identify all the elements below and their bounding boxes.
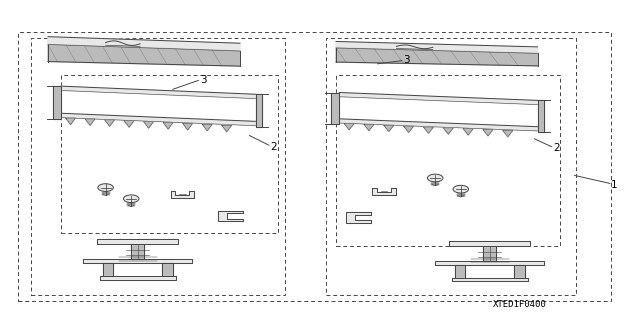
Polygon shape	[332, 93, 339, 124]
Polygon shape	[372, 188, 396, 195]
Polygon shape	[171, 191, 194, 198]
Polygon shape	[61, 113, 256, 126]
Polygon shape	[66, 118, 76, 124]
Text: XTED1F0400: XTED1F0400	[493, 300, 547, 309]
Text: 2: 2	[553, 143, 559, 153]
Polygon shape	[444, 128, 453, 134]
Polygon shape	[463, 129, 473, 135]
Polygon shape	[163, 263, 173, 276]
Polygon shape	[222, 125, 232, 132]
Polygon shape	[48, 45, 240, 66]
Polygon shape	[503, 130, 513, 137]
Polygon shape	[424, 127, 433, 133]
Circle shape	[453, 185, 468, 193]
Polygon shape	[364, 124, 374, 131]
Text: 2: 2	[271, 142, 277, 152]
Polygon shape	[85, 119, 95, 125]
Polygon shape	[102, 263, 113, 276]
Polygon shape	[163, 122, 173, 129]
Polygon shape	[124, 121, 134, 127]
Polygon shape	[83, 259, 192, 263]
Polygon shape	[384, 125, 394, 131]
Polygon shape	[483, 246, 496, 261]
Polygon shape	[144, 122, 154, 128]
Polygon shape	[336, 41, 538, 53]
Polygon shape	[454, 265, 465, 278]
Polygon shape	[97, 239, 179, 244]
Polygon shape	[339, 93, 538, 105]
Polygon shape	[339, 119, 538, 131]
Polygon shape	[346, 212, 371, 223]
Polygon shape	[53, 86, 61, 119]
Polygon shape	[218, 211, 243, 221]
Polygon shape	[435, 261, 544, 265]
Polygon shape	[48, 37, 240, 51]
Text: 1: 1	[611, 180, 618, 190]
Polygon shape	[131, 244, 144, 259]
Polygon shape	[336, 48, 538, 66]
Polygon shape	[105, 120, 115, 126]
Text: 3: 3	[403, 55, 410, 65]
Polygon shape	[61, 86, 256, 99]
Polygon shape	[100, 276, 175, 280]
Polygon shape	[452, 278, 528, 281]
Circle shape	[428, 174, 443, 182]
Polygon shape	[449, 241, 531, 246]
Polygon shape	[256, 94, 262, 127]
Polygon shape	[183, 123, 193, 130]
Polygon shape	[404, 126, 413, 132]
Polygon shape	[483, 130, 493, 136]
Circle shape	[98, 184, 113, 191]
Polygon shape	[538, 100, 543, 132]
Polygon shape	[202, 124, 212, 131]
Circle shape	[124, 195, 139, 203]
Polygon shape	[344, 123, 354, 130]
Text: 3: 3	[200, 75, 206, 85]
Polygon shape	[515, 265, 525, 278]
